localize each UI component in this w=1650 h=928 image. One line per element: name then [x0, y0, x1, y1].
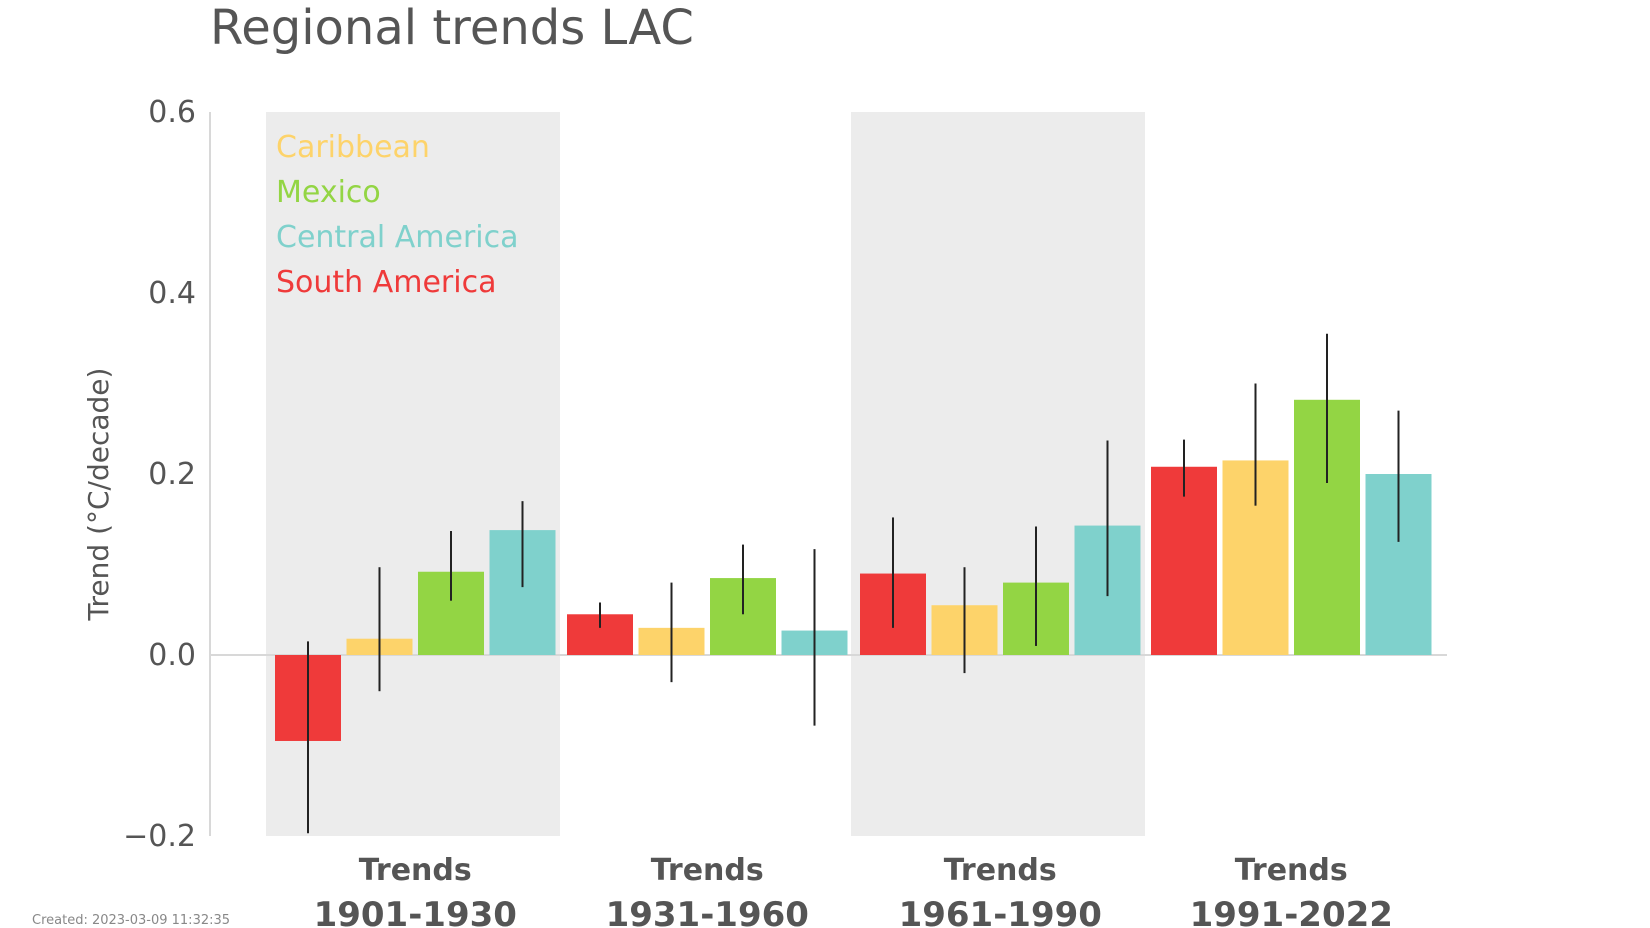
axis-labels: 0.6 0.4 0.2 0.0 −0.2 Trend (°C/decade) Trends 1…	[82, 95, 1393, 928]
y-tick-label: 0.4	[148, 276, 196, 311]
error-bars	[307, 333, 1400, 834]
chart-title: Regional trends LAC	[210, 0, 694, 56]
x-tick-label-line1: Trends	[359, 853, 472, 888]
x-tick-label-line2: 1931-1960	[606, 895, 809, 928]
legend-item-mexico: Mexico	[276, 175, 381, 210]
x-tick-label-line2: 1961-1990	[899, 895, 1102, 928]
y-tick-label: −0.2	[123, 819, 196, 854]
x-tick-label-line1: Trends	[651, 853, 764, 888]
created-timestamp: Created: 2023-03-09 11:32:35	[32, 913, 230, 928]
y-tick-label: 0.0	[148, 638, 196, 673]
y-axis-label: Trend (°C/decade)	[82, 368, 115, 622]
bar-south-america-4	[1151, 466, 1217, 655]
x-tick-label-line2: 1991-2022	[1190, 895, 1393, 928]
legend-item-caribbean: Caribbean	[276, 130, 430, 165]
x-tick-label-line1: Trends	[944, 853, 1057, 888]
legend-item-south-america: South America	[276, 265, 496, 300]
x-tick-label-line2: 1901-1930	[314, 895, 517, 928]
legend-item-central-america: Central America	[276, 220, 519, 255]
x-tick-label-line1: Trends	[1235, 853, 1348, 888]
period-shade-3	[851, 112, 1145, 836]
y-tick-label: 0.2	[148, 457, 196, 492]
y-tick-label: 0.6	[148, 95, 196, 130]
legend: Caribbean Mexico Central America South Amer…	[276, 130, 519, 300]
